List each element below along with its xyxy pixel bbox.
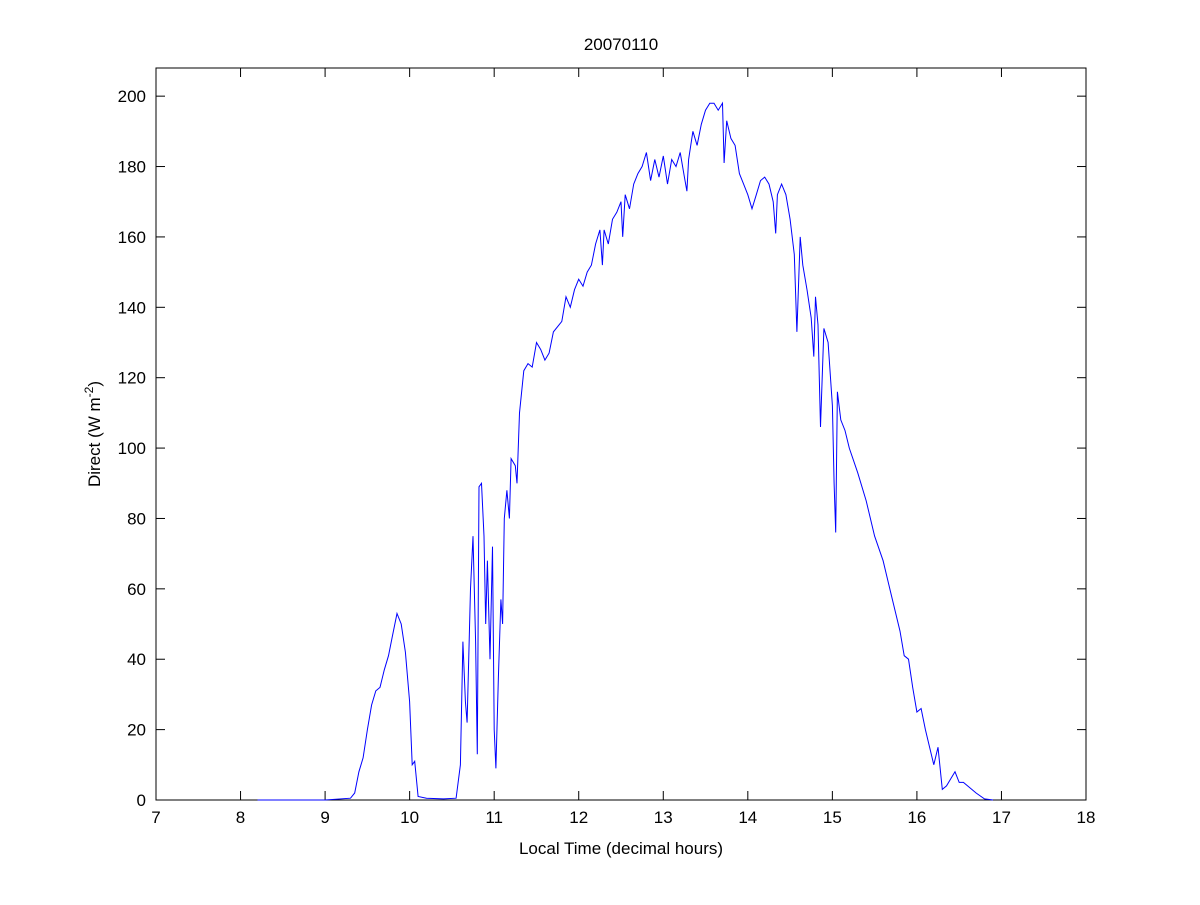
y-tick-label: 20 (127, 721, 146, 740)
series-line-direct (257, 101, 994, 801)
y-tick-label: 200 (118, 87, 146, 106)
x-tick-label: 11 (485, 808, 503, 827)
y-tick-label: 100 (118, 439, 146, 458)
x-tick-label: 12 (569, 808, 588, 827)
y-tick-label: 80 (127, 509, 146, 528)
y-axis-label: Direct (W m-2) (82, 381, 104, 487)
x-tick-label: 7 (151, 808, 160, 827)
y-axis-label-end: ) (85, 381, 104, 387)
y-tick-label: 60 (127, 580, 146, 599)
x-tick-label: 17 (992, 808, 1011, 827)
x-axis-label: Local Time (decimal hours) (519, 839, 723, 858)
y-tick-label: 180 (118, 158, 146, 177)
y-tick-label: 140 (118, 298, 146, 317)
y-axis-label-sup: -2 (82, 386, 96, 397)
x-tick-label: 16 (907, 808, 926, 827)
chart-title: 20070110 (584, 35, 658, 54)
x-tick-label: 15 (823, 808, 842, 827)
y-tick-label: 40 (127, 650, 146, 669)
x-tick-label: 8 (236, 808, 245, 827)
y-axis-label-main: Direct (W m (85, 397, 104, 487)
y-tick-label: 0 (137, 791, 146, 810)
x-tick-label: 13 (654, 808, 673, 827)
y-tick-label: 160 (118, 228, 146, 247)
plot-area (155, 67, 1087, 801)
x-tick-label: 14 (738, 808, 757, 827)
x-tick-label: 18 (1077, 808, 1096, 827)
x-tick-label: 9 (320, 808, 329, 827)
y-tick-label: 120 (118, 369, 146, 388)
x-tick-label: 10 (400, 808, 419, 827)
